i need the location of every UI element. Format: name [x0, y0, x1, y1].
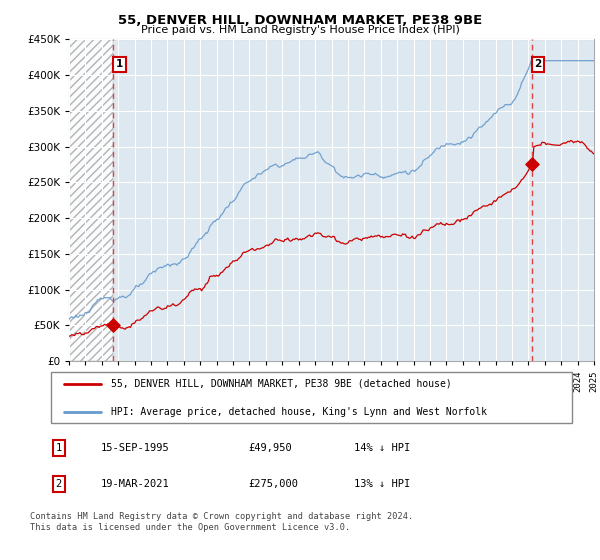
FancyBboxPatch shape: [50, 372, 572, 423]
Text: 1: 1: [55, 443, 62, 453]
Text: 2: 2: [55, 479, 62, 489]
Text: 1: 1: [116, 59, 123, 69]
Point: [109, 321, 118, 330]
Text: £49,950: £49,950: [248, 443, 292, 453]
Text: 2: 2: [534, 59, 542, 69]
Text: 19-MAR-2021: 19-MAR-2021: [101, 479, 170, 489]
Text: 13% ↓ HPI: 13% ↓ HPI: [354, 479, 410, 489]
Text: £275,000: £275,000: [248, 479, 299, 489]
Text: Contains HM Land Registry data © Crown copyright and database right 2024.
This d: Contains HM Land Registry data © Crown c…: [30, 512, 413, 532]
Text: 14% ↓ HPI: 14% ↓ HPI: [354, 443, 410, 453]
Text: HPI: Average price, detached house, King's Lynn and West Norfolk: HPI: Average price, detached house, King…: [112, 407, 487, 417]
Text: Price paid vs. HM Land Registry's House Price Index (HPI): Price paid vs. HM Land Registry's House …: [140, 25, 460, 35]
Point: [527, 160, 536, 169]
Text: 55, DENVER HILL, DOWNHAM MARKET, PE38 9BE (detached house): 55, DENVER HILL, DOWNHAM MARKET, PE38 9B…: [112, 379, 452, 389]
Text: 15-SEP-1995: 15-SEP-1995: [101, 443, 170, 453]
Text: 55, DENVER HILL, DOWNHAM MARKET, PE38 9BE: 55, DENVER HILL, DOWNHAM MARKET, PE38 9B…: [118, 14, 482, 27]
